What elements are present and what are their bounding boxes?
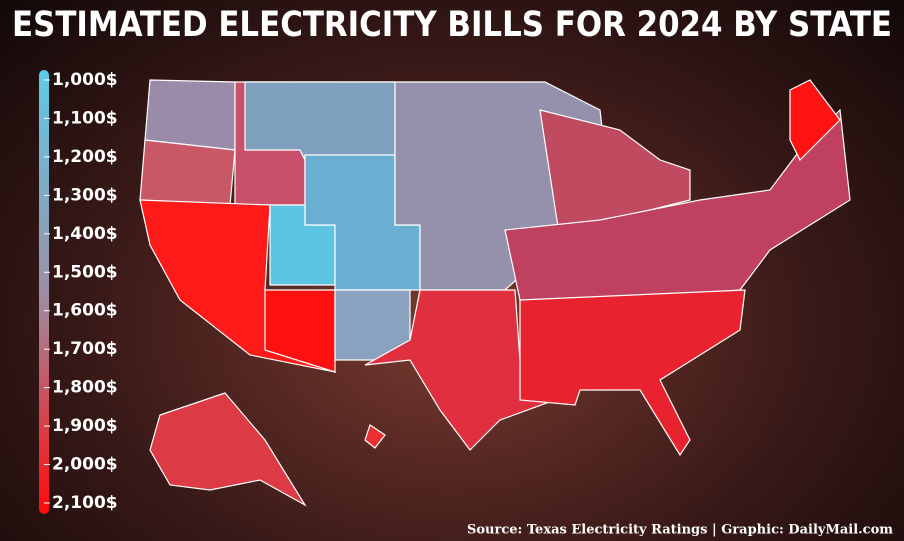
scale-label: 1,900$ (52, 416, 118, 436)
scale-label: 1,100$ (52, 108, 118, 128)
state-shape (789, 79, 841, 162)
state-shape (364, 289, 557, 451)
state-shape (149, 392, 307, 507)
scale-label: 1,200$ (52, 147, 118, 167)
scale-label: 2,100$ (52, 493, 118, 513)
state-shape (519, 289, 746, 457)
state-shape (144, 79, 236, 151)
scale-label: 2,000$ (52, 455, 118, 475)
source: Source: Texas Electricity Ratings | Grap… (467, 523, 893, 538)
state-shape (139, 139, 236, 206)
scale-label: 1,300$ (52, 185, 118, 205)
us-map (139, 79, 851, 507)
state-shape (364, 424, 386, 449)
scale-label: 1,000$ (52, 70, 118, 90)
scale-label: 1,800$ (52, 378, 118, 398)
scale-label: 1,400$ (52, 224, 118, 244)
state-shape (264, 289, 336, 373)
scale-label: 1,500$ (52, 262, 118, 282)
state-shape (244, 81, 396, 161)
color-scale (39, 70, 49, 514)
title: ESTIMATED ELECTRICITY BILLS FOR 2024 BY … (12, 5, 892, 45)
scale-label: 1,600$ (52, 301, 118, 321)
scale-label: 1,700$ (52, 339, 118, 359)
